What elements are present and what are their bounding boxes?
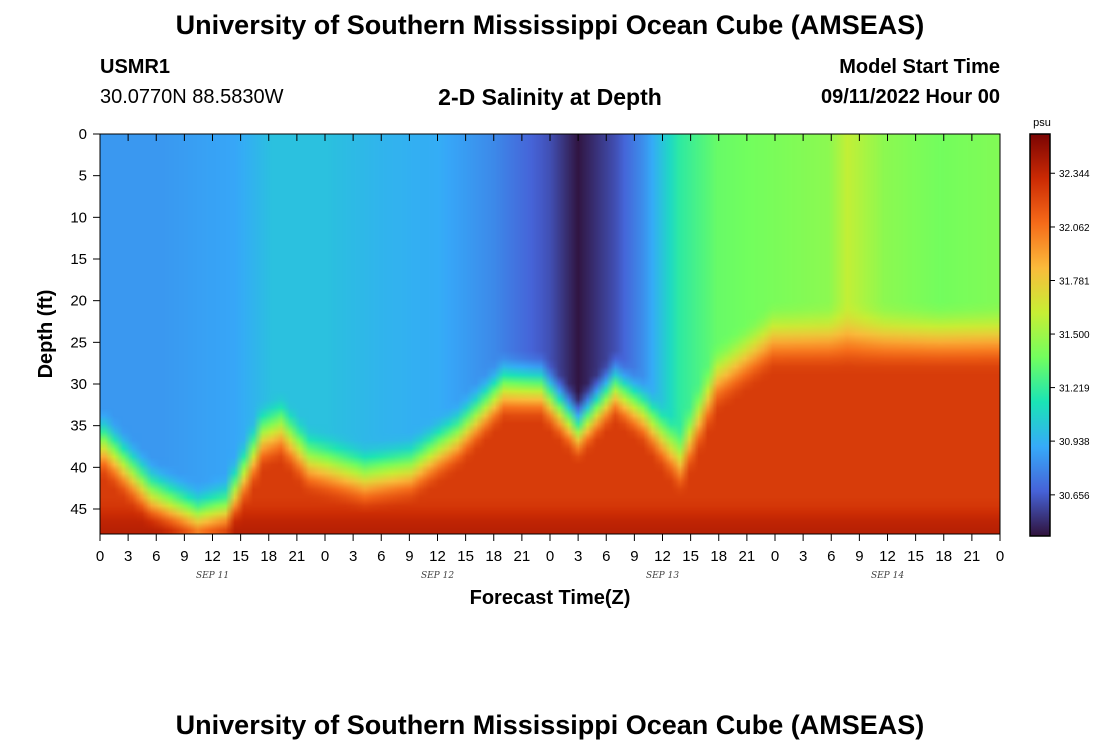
colorbar-tick-label: 32.062 — [1059, 223, 1090, 234]
date-label: SEP 11 — [196, 571, 229, 581]
x-tick-label: 0 — [546, 548, 554, 565]
colorbar-unit: psu — [1033, 117, 1051, 129]
colorbar-ticks: 32.344 32.062 31.781 31.500 31.219 30.938 30.6… — [1050, 169, 1090, 502]
x-tick-label: 15 — [682, 548, 699, 565]
y-tick-label: 15 — [70, 251, 87, 268]
x-tick-label: 12 — [429, 548, 446, 565]
x-tick-label: 9 — [855, 548, 863, 565]
x-axis-title: Forecast Time(Z) — [470, 587, 631, 609]
date-labels: SEP 11 SEP 12 SEP 13 SEP 14 — [196, 571, 904, 581]
y-tick-label: 25 — [70, 334, 87, 351]
y-tick-label: 0 — [79, 126, 87, 143]
x-tick-label: 18 — [935, 548, 952, 565]
x-tick-label: 3 — [124, 548, 132, 565]
colorbar-tick-label: 30.938 — [1059, 437, 1090, 448]
x-tick-label: 9 — [405, 548, 413, 565]
chart-subtitle: 2-D Salinity at Depth — [438, 84, 662, 110]
x-tick-label: 12 — [204, 548, 221, 565]
model-start-value: 09/11/2022 Hour 00 — [820, 86, 1000, 108]
y-tick-label: 5 — [79, 168, 87, 185]
x-tick-label: 0 — [321, 548, 329, 565]
colorbar — [1029, 133, 1051, 537]
y-tick-label: 35 — [70, 418, 87, 435]
x-axis: 0 3 6 9 12 15 18 21 0 3 6 9 12 15 18 21 0 3 6 9 12 15 18 21 0 3 6 9… — [96, 134, 1004, 565]
colorbar-tick-label: 31.781 — [1059, 277, 1090, 288]
x-tick-label: 6 — [377, 548, 385, 565]
x-tick-label: 12 — [654, 548, 671, 565]
colorbar-tick-label: 31.219 — [1059, 384, 1090, 395]
x-tick-label: 18 — [485, 548, 502, 565]
x-tick-label: 0 — [996, 548, 1004, 565]
x-tick-label: 9 — [180, 548, 188, 565]
x-tick-label: 15 — [457, 548, 474, 565]
colorbar-tick-label: 32.344 — [1059, 169, 1090, 180]
x-tick-label: 9 — [630, 548, 638, 565]
colorbar-tick-label: 31.500 — [1059, 330, 1090, 341]
x-tick-label: 18 — [710, 548, 727, 565]
x-tick-label: 6 — [602, 548, 610, 565]
x-tick-label: 18 — [260, 548, 277, 565]
colorbar-tick-label: 30.656 — [1059, 491, 1090, 502]
station-id: USMR1 — [100, 56, 171, 78]
x-tick-label: 3 — [799, 548, 807, 565]
x-tick-label: 0 — [771, 548, 779, 565]
y-tick-label: 45 — [70, 501, 87, 518]
date-label: SEP 13 — [646, 571, 679, 581]
y-tick-label: 40 — [70, 459, 87, 476]
x-tick-label: 15 — [232, 548, 249, 565]
x-tick-label: 6 — [152, 548, 160, 565]
model-start-label: Model Start Time — [839, 56, 1000, 78]
station-coordinates: 30.0770N 88.5830W — [100, 86, 284, 108]
x-tick-label: 12 — [879, 548, 896, 565]
y-tick-label: 30 — [70, 376, 87, 393]
x-tick-label: 0 — [96, 548, 104, 565]
x-tick-label: 21 — [964, 548, 981, 565]
date-label: SEP 14 — [871, 571, 904, 581]
x-tick-label: 15 — [907, 548, 924, 565]
y-axis-title: Depth (ft) — [35, 290, 57, 379]
x-tick-label: 21 — [739, 548, 756, 565]
x-tick-label: 21 — [289, 548, 306, 565]
page-title: University of Southern Mississippi Ocean… — [175, 10, 925, 40]
date-label: SEP 12 — [421, 571, 454, 581]
footer-title: University of Southern Mississippi Ocean… — [175, 710, 925, 740]
x-tick-label: 21 — [514, 548, 531, 565]
x-tick-label: 3 — [574, 548, 582, 565]
salinity-heatmap — [100, 134, 1000, 534]
x-tick-label: 6 — [827, 548, 835, 565]
y-axis: 0 5 10 15 20 25 30 35 40 45 — [70, 126, 100, 518]
y-tick-label: 10 — [70, 209, 87, 226]
y-tick-label: 20 — [70, 293, 87, 310]
x-tick-label: 3 — [349, 548, 357, 565]
